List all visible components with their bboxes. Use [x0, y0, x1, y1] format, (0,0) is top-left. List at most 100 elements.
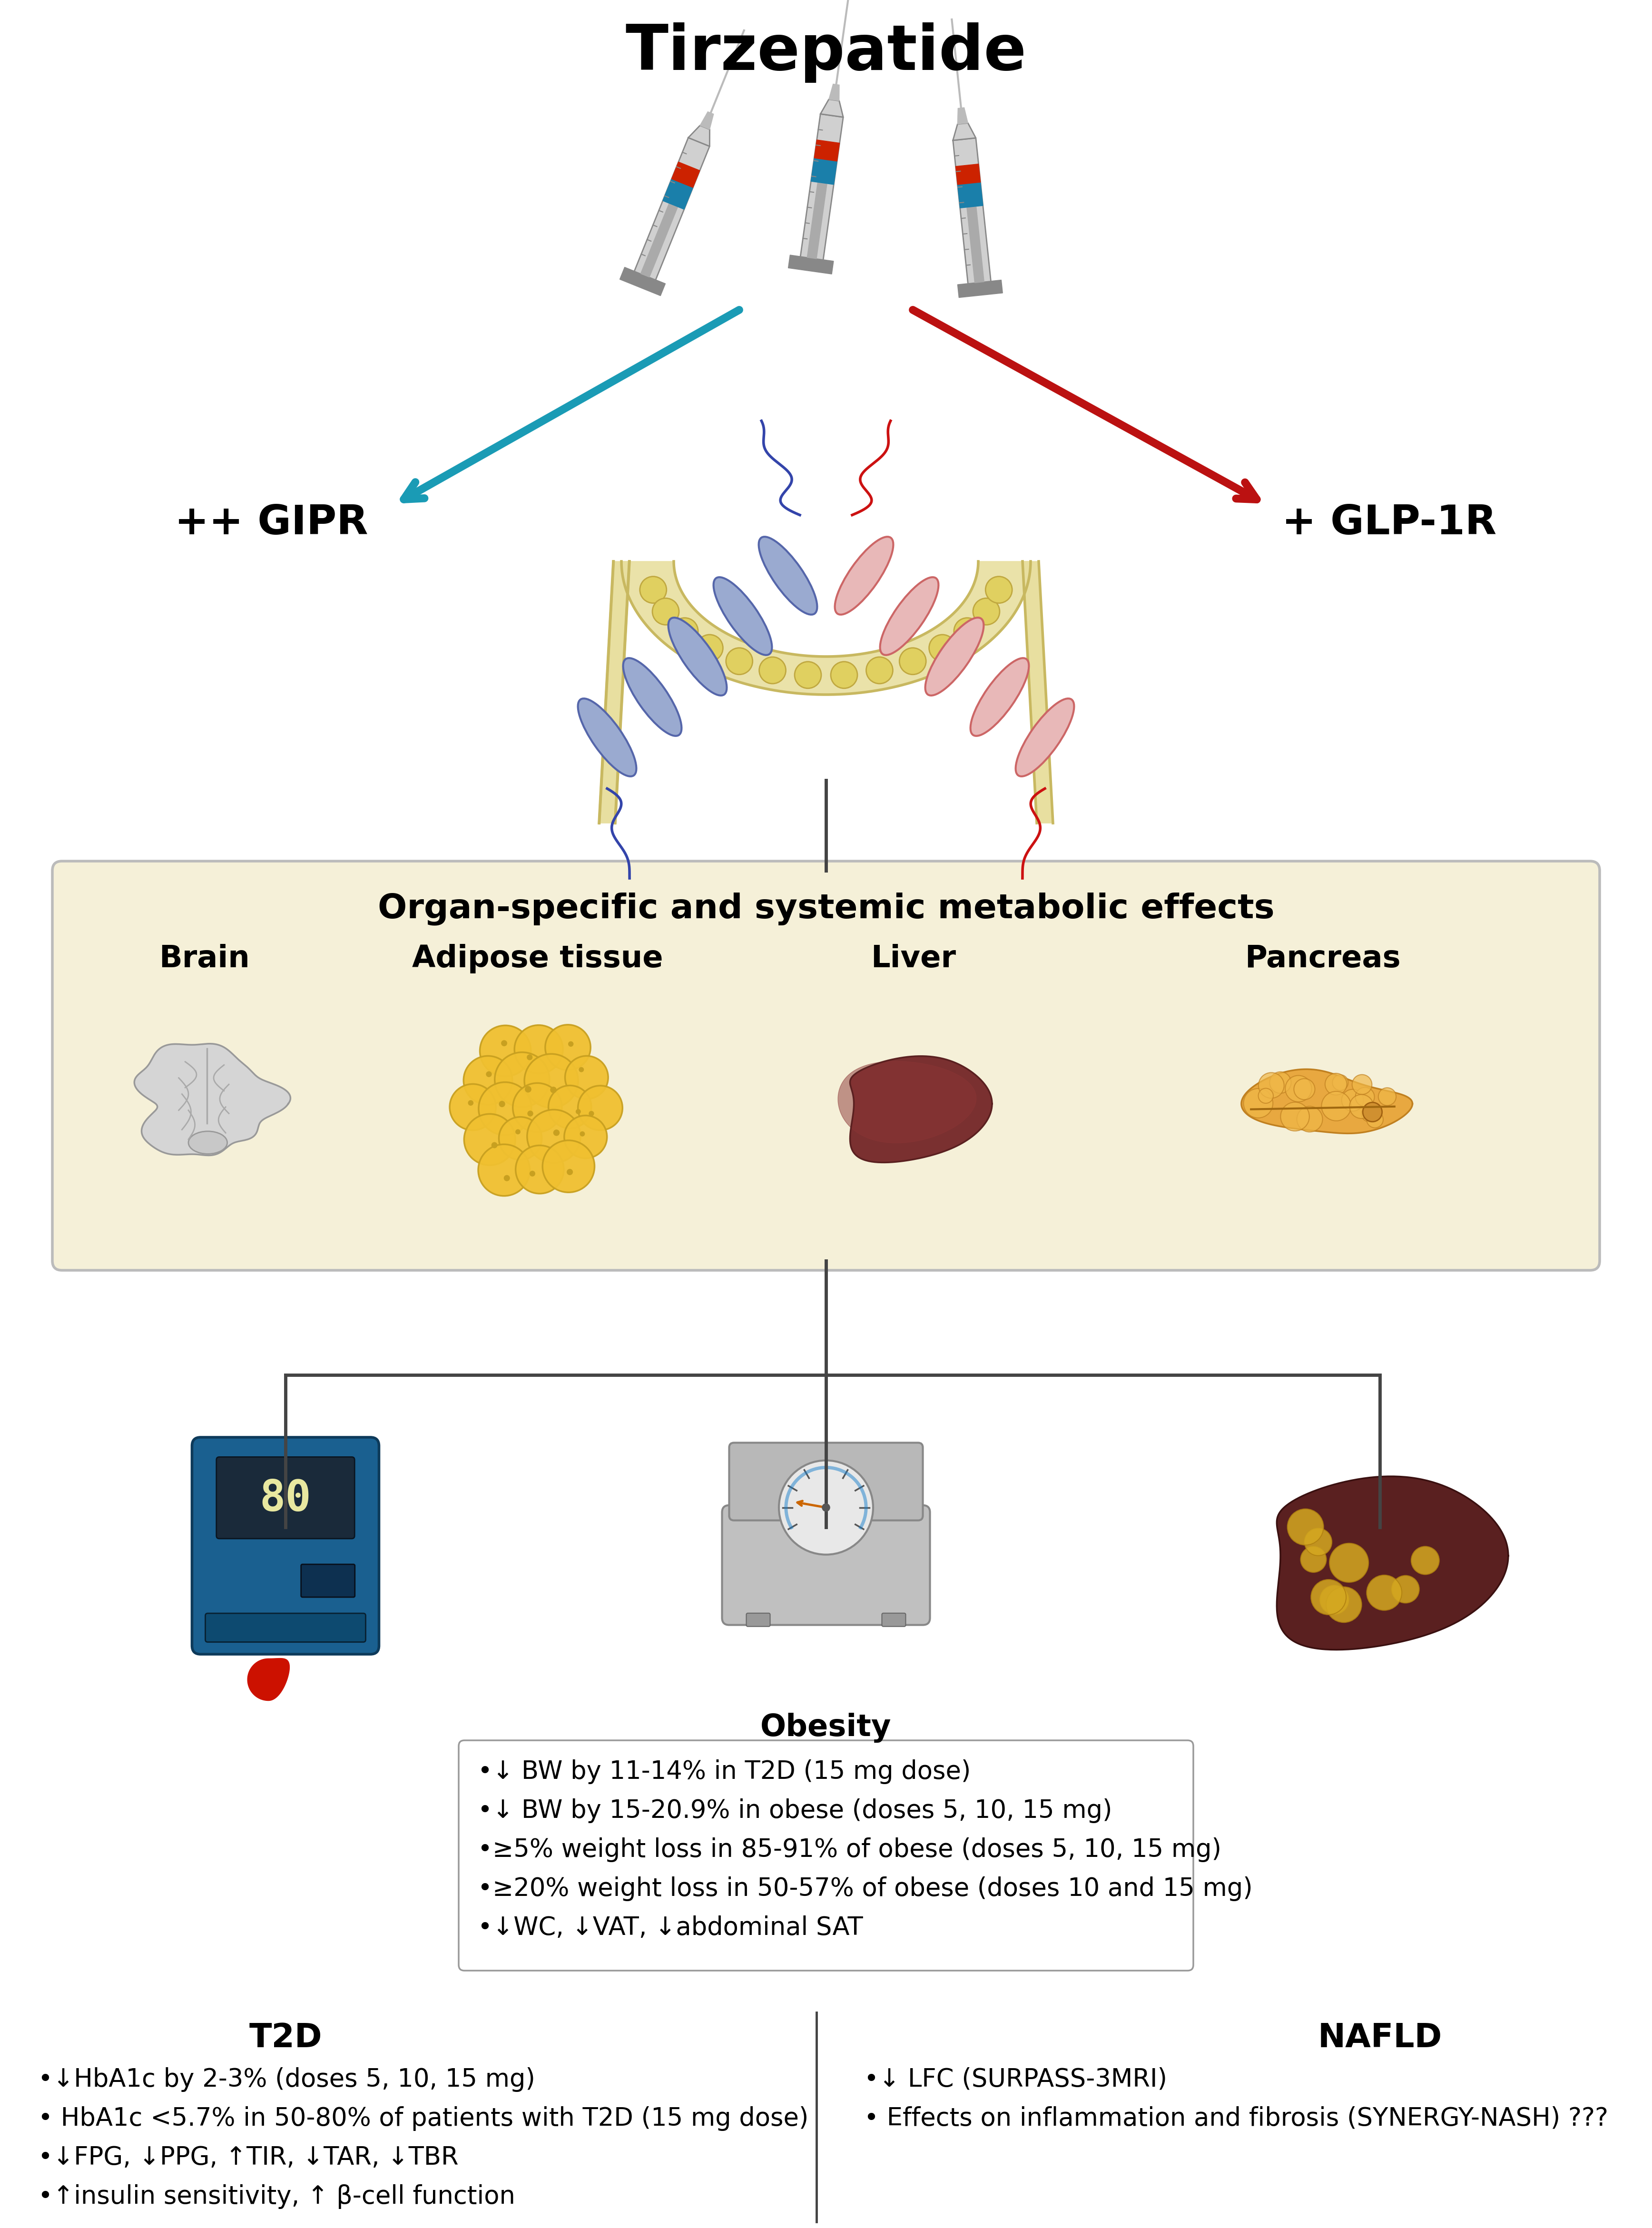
Circle shape	[1300, 1546, 1327, 1573]
Circle shape	[501, 1040, 507, 1047]
Circle shape	[1270, 1072, 1292, 1094]
Polygon shape	[821, 100, 843, 118]
Polygon shape	[814, 140, 839, 160]
Circle shape	[1350, 1094, 1373, 1118]
Circle shape	[515, 1130, 520, 1134]
Circle shape	[821, 1504, 831, 1513]
Circle shape	[1297, 1107, 1323, 1132]
Circle shape	[542, 1141, 595, 1192]
Circle shape	[1363, 1103, 1383, 1121]
Circle shape	[499, 1101, 506, 1107]
Polygon shape	[641, 203, 677, 276]
Polygon shape	[134, 1043, 291, 1156]
Circle shape	[575, 1110, 582, 1114]
Circle shape	[578, 1085, 623, 1130]
Circle shape	[778, 1459, 874, 1555]
Circle shape	[1259, 1087, 1274, 1103]
FancyBboxPatch shape	[205, 1613, 365, 1642]
FancyBboxPatch shape	[722, 1506, 930, 1624]
Circle shape	[1366, 1575, 1403, 1611]
Circle shape	[928, 635, 957, 662]
Text: Organ-specific and systemic metabolic effects: Organ-specific and systemic metabolic ef…	[378, 891, 1274, 925]
Circle shape	[1305, 1528, 1332, 1555]
Text: • HbA1c <5.7% in 50-80% of patients with T2D (15 mg dose): • HbA1c <5.7% in 50-80% of patients with…	[38, 2105, 808, 2130]
Polygon shape	[672, 163, 700, 187]
Circle shape	[553, 1130, 560, 1136]
FancyBboxPatch shape	[216, 1457, 355, 1540]
Circle shape	[567, 1170, 573, 1174]
Polygon shape	[829, 85, 839, 100]
Polygon shape	[958, 107, 968, 125]
FancyBboxPatch shape	[729, 1444, 923, 1519]
Circle shape	[1341, 1089, 1363, 1112]
Ellipse shape	[881, 577, 938, 655]
Polygon shape	[958, 281, 1003, 299]
Circle shape	[1244, 1089, 1274, 1118]
Text: •↑insulin sensitivity, ↑ β-cell function: •↑insulin sensitivity, ↑ β-cell function	[38, 2183, 515, 2208]
Circle shape	[986, 577, 1013, 604]
Text: + GLP-1R: + GLP-1R	[1282, 504, 1497, 544]
Polygon shape	[953, 138, 991, 285]
Polygon shape	[620, 267, 666, 296]
Circle shape	[899, 648, 927, 675]
Circle shape	[1322, 1092, 1351, 1121]
Text: Pancreas: Pancreas	[1246, 945, 1401, 974]
Text: • Effects on inflammation and fibrosis (SYNERGY-NASH) ???: • Effects on inflammation and fibrosis (…	[864, 2105, 1609, 2130]
Text: •↓WC, ↓VAT, ↓abdominal SAT: •↓WC, ↓VAT, ↓abdominal SAT	[477, 1916, 862, 1941]
Circle shape	[1391, 1575, 1419, 1602]
Polygon shape	[953, 123, 976, 140]
Circle shape	[1366, 1112, 1383, 1127]
Circle shape	[514, 1025, 563, 1074]
Text: •≥5% weight loss in 85-91% of obese (doses 5, 10, 15 mg): •≥5% weight loss in 85-91% of obese (dos…	[477, 1838, 1221, 1863]
Circle shape	[795, 662, 821, 688]
Circle shape	[580, 1132, 585, 1136]
Circle shape	[499, 1116, 542, 1161]
Circle shape	[494, 1052, 550, 1107]
FancyBboxPatch shape	[301, 1564, 355, 1597]
Text: Liver: Liver	[871, 945, 957, 974]
Text: ++ GIPR: ++ GIPR	[175, 504, 368, 544]
Polygon shape	[838, 1061, 976, 1143]
Circle shape	[1312, 1580, 1346, 1615]
Circle shape	[479, 1025, 530, 1076]
FancyBboxPatch shape	[53, 862, 1599, 1270]
Circle shape	[464, 1114, 515, 1165]
Polygon shape	[700, 111, 714, 129]
Text: 80: 80	[259, 1479, 311, 1519]
Circle shape	[588, 1112, 595, 1116]
Text: •↓FPG, ↓PPG, ↑TIR, ↓TAR, ↓TBR: •↓FPG, ↓PPG, ↑TIR, ↓TAR, ↓TBR	[38, 2146, 459, 2170]
Circle shape	[1294, 1078, 1315, 1101]
Polygon shape	[248, 1658, 289, 1700]
Circle shape	[760, 657, 786, 684]
Circle shape	[449, 1085, 496, 1130]
Circle shape	[568, 1040, 573, 1047]
Circle shape	[1259, 1072, 1284, 1098]
Ellipse shape	[714, 577, 771, 655]
Circle shape	[1325, 1074, 1346, 1094]
Polygon shape	[808, 183, 828, 258]
Circle shape	[468, 1101, 474, 1105]
Circle shape	[671, 617, 699, 644]
Circle shape	[695, 635, 724, 662]
Circle shape	[525, 1085, 532, 1092]
Circle shape	[1351, 1074, 1371, 1094]
Circle shape	[550, 1087, 557, 1094]
Text: •↓ BW by 15-20.9% in obese (doses 5, 10, 15 mg): •↓ BW by 15-20.9% in obese (doses 5, 10,…	[477, 1798, 1112, 1823]
Polygon shape	[1277, 1477, 1508, 1649]
Circle shape	[866, 657, 892, 684]
Circle shape	[1411, 1546, 1439, 1575]
Polygon shape	[788, 254, 834, 274]
Polygon shape	[811, 158, 838, 185]
Circle shape	[973, 597, 999, 624]
Text: NAFLD: NAFLD	[1318, 2023, 1442, 2054]
Text: Brain: Brain	[159, 945, 249, 974]
Circle shape	[639, 577, 666, 604]
Circle shape	[953, 617, 981, 644]
Polygon shape	[966, 207, 985, 283]
Text: •≥20% weight loss in 50-57% of obese (doses 10 and 15 mg): •≥20% weight loss in 50-57% of obese (do…	[477, 1876, 1252, 1900]
Text: Adipose tissue: Adipose tissue	[411, 945, 662, 974]
Polygon shape	[851, 1056, 993, 1163]
Text: T2D: T2D	[249, 2023, 322, 2054]
Circle shape	[1378, 1087, 1396, 1105]
Circle shape	[1355, 1087, 1374, 1107]
